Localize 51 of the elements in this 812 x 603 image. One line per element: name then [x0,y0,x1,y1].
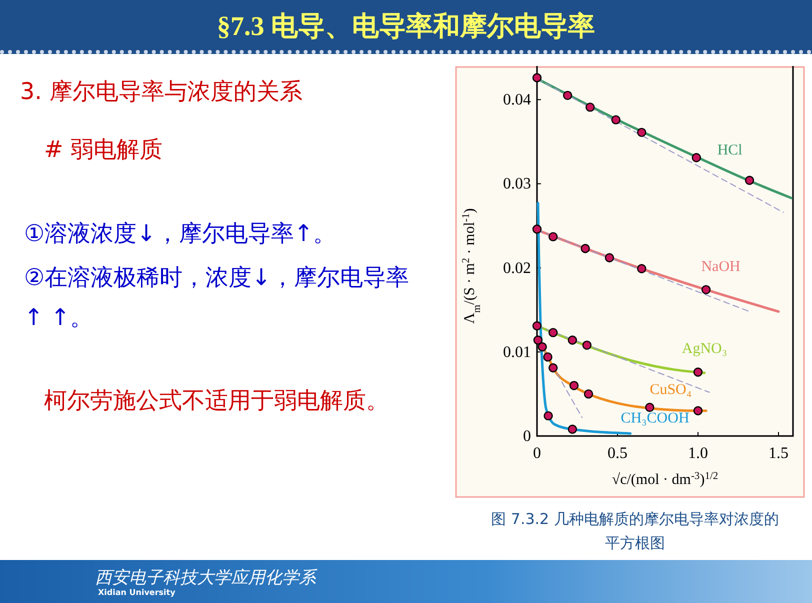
point [693,406,703,416]
y-tick-label: 0.02 [503,260,531,277]
text: 西安电子科技大学应用化学系 [95,567,316,588]
x-tick-label: 0.5 [608,445,628,462]
caption: 图 7.3.2 几种电解质的摩尔电导率对浓度的平方根图 [490,509,780,554]
point [637,128,646,138]
point [701,285,711,294]
point [532,321,542,330]
point [533,336,543,345]
point [744,176,754,185]
text: ②在溶液极稀时，浓度↓，摩尔电导率↑ ↑。 [24,264,410,333]
text: 3. 摩尔电导率与浓度的关系 [20,78,302,107]
series-label: CuSO₄ [650,382,692,398]
point [580,244,590,254]
series-label: HCl [717,142,742,158]
point [586,102,595,112]
point [548,363,558,372]
text: Xidian University [98,588,176,597]
text: # 弱电解质 [44,136,163,165]
series-label: NaOH [701,259,741,276]
point [543,352,552,362]
y-tick-label: 0.03 [503,176,531,193]
point [548,232,558,242]
point [548,328,558,338]
point [693,367,703,377]
point [532,224,542,234]
point [611,115,620,124]
point [562,90,572,100]
point [582,340,592,350]
point [568,424,578,434]
point [538,342,547,352]
y-tick-label: 0 [523,428,531,445]
series-label: CH₃COOH [620,410,690,427]
series-label: AgNO₃ [682,340,728,357]
y-tick-label: 0.04 [503,92,531,109]
text: ①溶液浓度↓，摩尔电导率↑。 [24,220,336,249]
text: 柯尔劳施公式不适用于弱电解质。 [43,387,390,416]
x-tick-label: 1.0 [688,445,708,462]
point [544,411,553,420]
point [568,336,578,345]
point [584,389,594,399]
point [569,380,579,390]
point [645,402,654,412]
x-tick-label: 1.5 [768,445,788,462]
point [637,264,646,274]
x-axis-title: √c/(mol · dm$^{-3}$)$^{1/2}$ [612,470,718,488]
point [604,253,614,262]
chart-title: §7.3 电导、电导率和摩尔电导率 [216,10,596,43]
y-tick-label: 0.01 [503,344,531,361]
point [692,153,701,162]
point [532,73,542,82]
